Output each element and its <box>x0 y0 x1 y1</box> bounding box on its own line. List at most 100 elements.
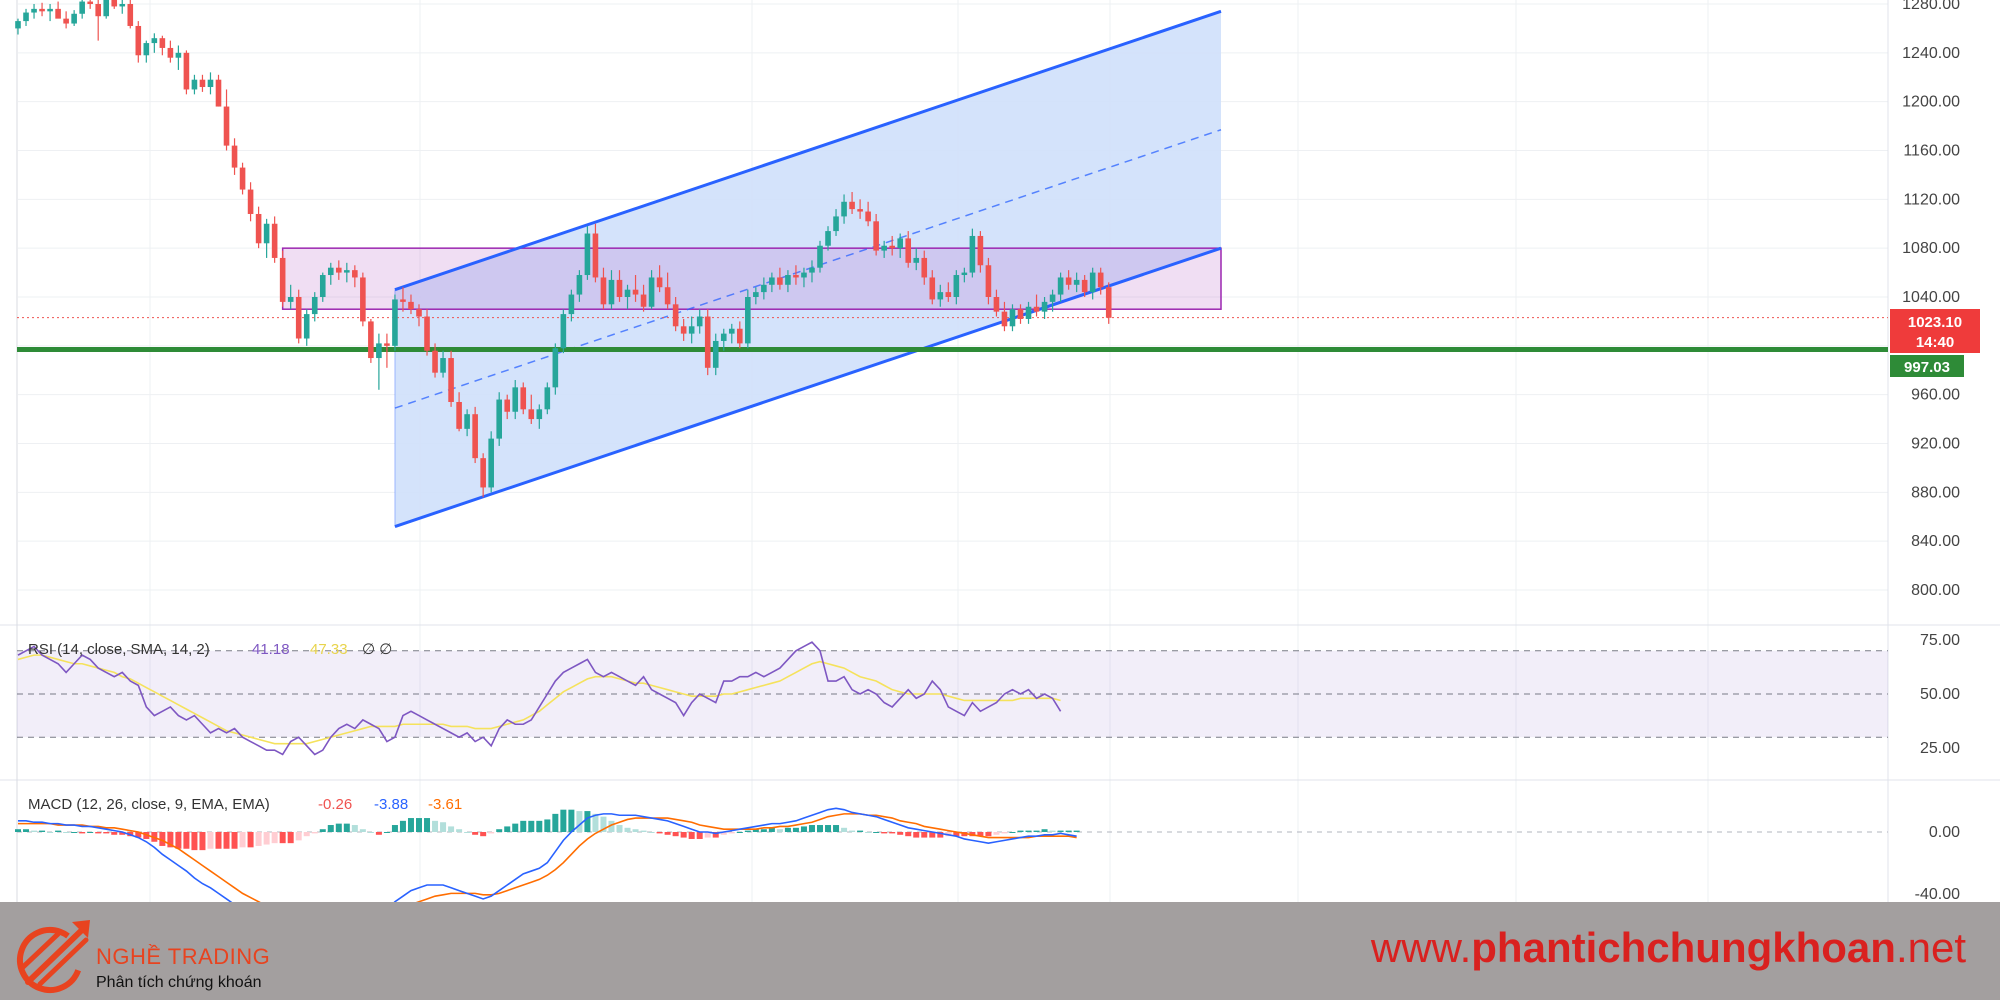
candle-body <box>785 275 791 285</box>
candle <box>79 0 85 19</box>
macd-histogram-bar <box>784 827 791 832</box>
rsi-sma-line <box>17 654 1061 745</box>
macd-value-3: -3.61 <box>428 796 462 813</box>
candle <box>817 240 823 273</box>
macd-histogram-bar <box>993 832 1000 835</box>
candle-body <box>143 43 150 56</box>
macd-histogram-bar <box>1017 830 1024 832</box>
candle <box>424 309 430 356</box>
candle <box>223 89 230 151</box>
website-prefix: www. <box>1370 924 1472 971</box>
candle <box>352 265 358 288</box>
brand-name: NGHỀ TRADING <box>96 944 271 969</box>
candle <box>985 257 992 305</box>
candle-body <box>1009 309 1016 327</box>
last-price-label: 1023.10 <box>1908 314 1962 331</box>
candle <box>440 350 446 378</box>
candle <box>39 2 45 17</box>
candle <box>271 216 278 263</box>
candle <box>464 409 470 437</box>
rsi-line <box>17 641 1062 756</box>
macd-histogram-bar <box>47 832 54 833</box>
candle-body <box>921 257 928 278</box>
candle-body <box>360 277 366 322</box>
macd-histogram-bar <box>440 822 447 832</box>
macd-histogram-bar <box>889 832 896 834</box>
supply-zone <box>281 247 1222 310</box>
candle-body <box>255 213 262 244</box>
candle <box>753 287 759 305</box>
candle-body <box>656 277 663 288</box>
macd-histogram-bar <box>1057 830 1064 832</box>
candle-body <box>87 1 93 4</box>
channel-midline <box>394 129 1222 409</box>
candle-body <box>801 272 807 278</box>
candle <box>520 382 527 415</box>
candle <box>1009 304 1016 332</box>
macd-histogram-bar <box>207 832 214 849</box>
price-axis: 1280.00 1240.00 1200.00 1160.00 1120.00 1080.… <box>1902 0 1960 902</box>
macd-histogram-bar <box>167 832 174 848</box>
candle <box>728 323 735 344</box>
candle <box>849 192 855 214</box>
candle <box>175 45 182 70</box>
candle-body <box>400 299 406 302</box>
candle <box>496 392 502 446</box>
candle <box>1025 301 1032 324</box>
candle <box>544 382 551 415</box>
macd-histogram-bar <box>905 832 912 837</box>
rsi-value-1: 41.18 <box>252 641 290 658</box>
candle <box>247 182 254 222</box>
macd-histogram-bar <box>119 832 126 835</box>
candle <box>71 10 77 26</box>
candle-body <box>905 238 912 263</box>
macd-label: MACD (12, 26, close, 9, EMA, EMA) <box>28 796 270 813</box>
candle-body <box>327 267 334 276</box>
macd-histogram-bar <box>921 832 928 838</box>
macd-histogram-bar <box>472 832 479 835</box>
candle-body <box>368 321 374 359</box>
candle <box>640 284 647 312</box>
macd-histogram-bar <box>656 832 663 834</box>
macd-histogram-bar <box>512 823 519 832</box>
candle <box>841 194 847 224</box>
macd-histogram-bar <box>255 832 262 846</box>
rsi-value-3: ∅ ∅ <box>362 641 392 658</box>
macd-histogram-bar <box>271 832 278 844</box>
candle <box>809 260 815 283</box>
candle <box>1065 270 1072 290</box>
macd-histogram-bar <box>55 830 62 832</box>
indicator-labels: RSI (14, close, SMA, 14, 2) 41.18 47.33 … <box>28 641 462 813</box>
candle-body <box>223 106 230 146</box>
candle-body <box>167 47 174 58</box>
candle <box>159 35 166 56</box>
price-tick-label: 920.00 <box>1911 436 1960 453</box>
candle-body <box>1041 301 1048 312</box>
candle-body <box>199 79 206 88</box>
website-link[interactable]: www.phantichchungkhoan.net <box>1371 924 1966 972</box>
candle <box>889 235 895 256</box>
macd-histogram-bar <box>833 825 840 832</box>
candle <box>55 1 61 19</box>
macd-histogram-bar <box>407 818 414 832</box>
macd-histogram-bar <box>632 829 639 832</box>
candle <box>664 272 671 310</box>
candle <box>961 267 968 283</box>
macd-histogram-bar <box>536 820 543 832</box>
candle-body <box>520 387 527 410</box>
candle <box>600 267 607 310</box>
macd-histogram-bar <box>159 832 166 846</box>
candle <box>881 240 887 258</box>
candle <box>656 265 663 293</box>
candle <box>368 318 374 363</box>
last-price-badge <box>1890 309 1980 353</box>
price-tick-label: 800.00 <box>1911 582 1960 599</box>
macd-histogram-bar <box>399 820 406 832</box>
candle <box>255 206 262 249</box>
candle-body <box>536 409 543 420</box>
candle-body <box>480 458 486 488</box>
candle <box>672 297 679 332</box>
candle-body <box>592 233 599 278</box>
candle-body <box>1081 279 1088 293</box>
candle-body <box>504 399 511 412</box>
